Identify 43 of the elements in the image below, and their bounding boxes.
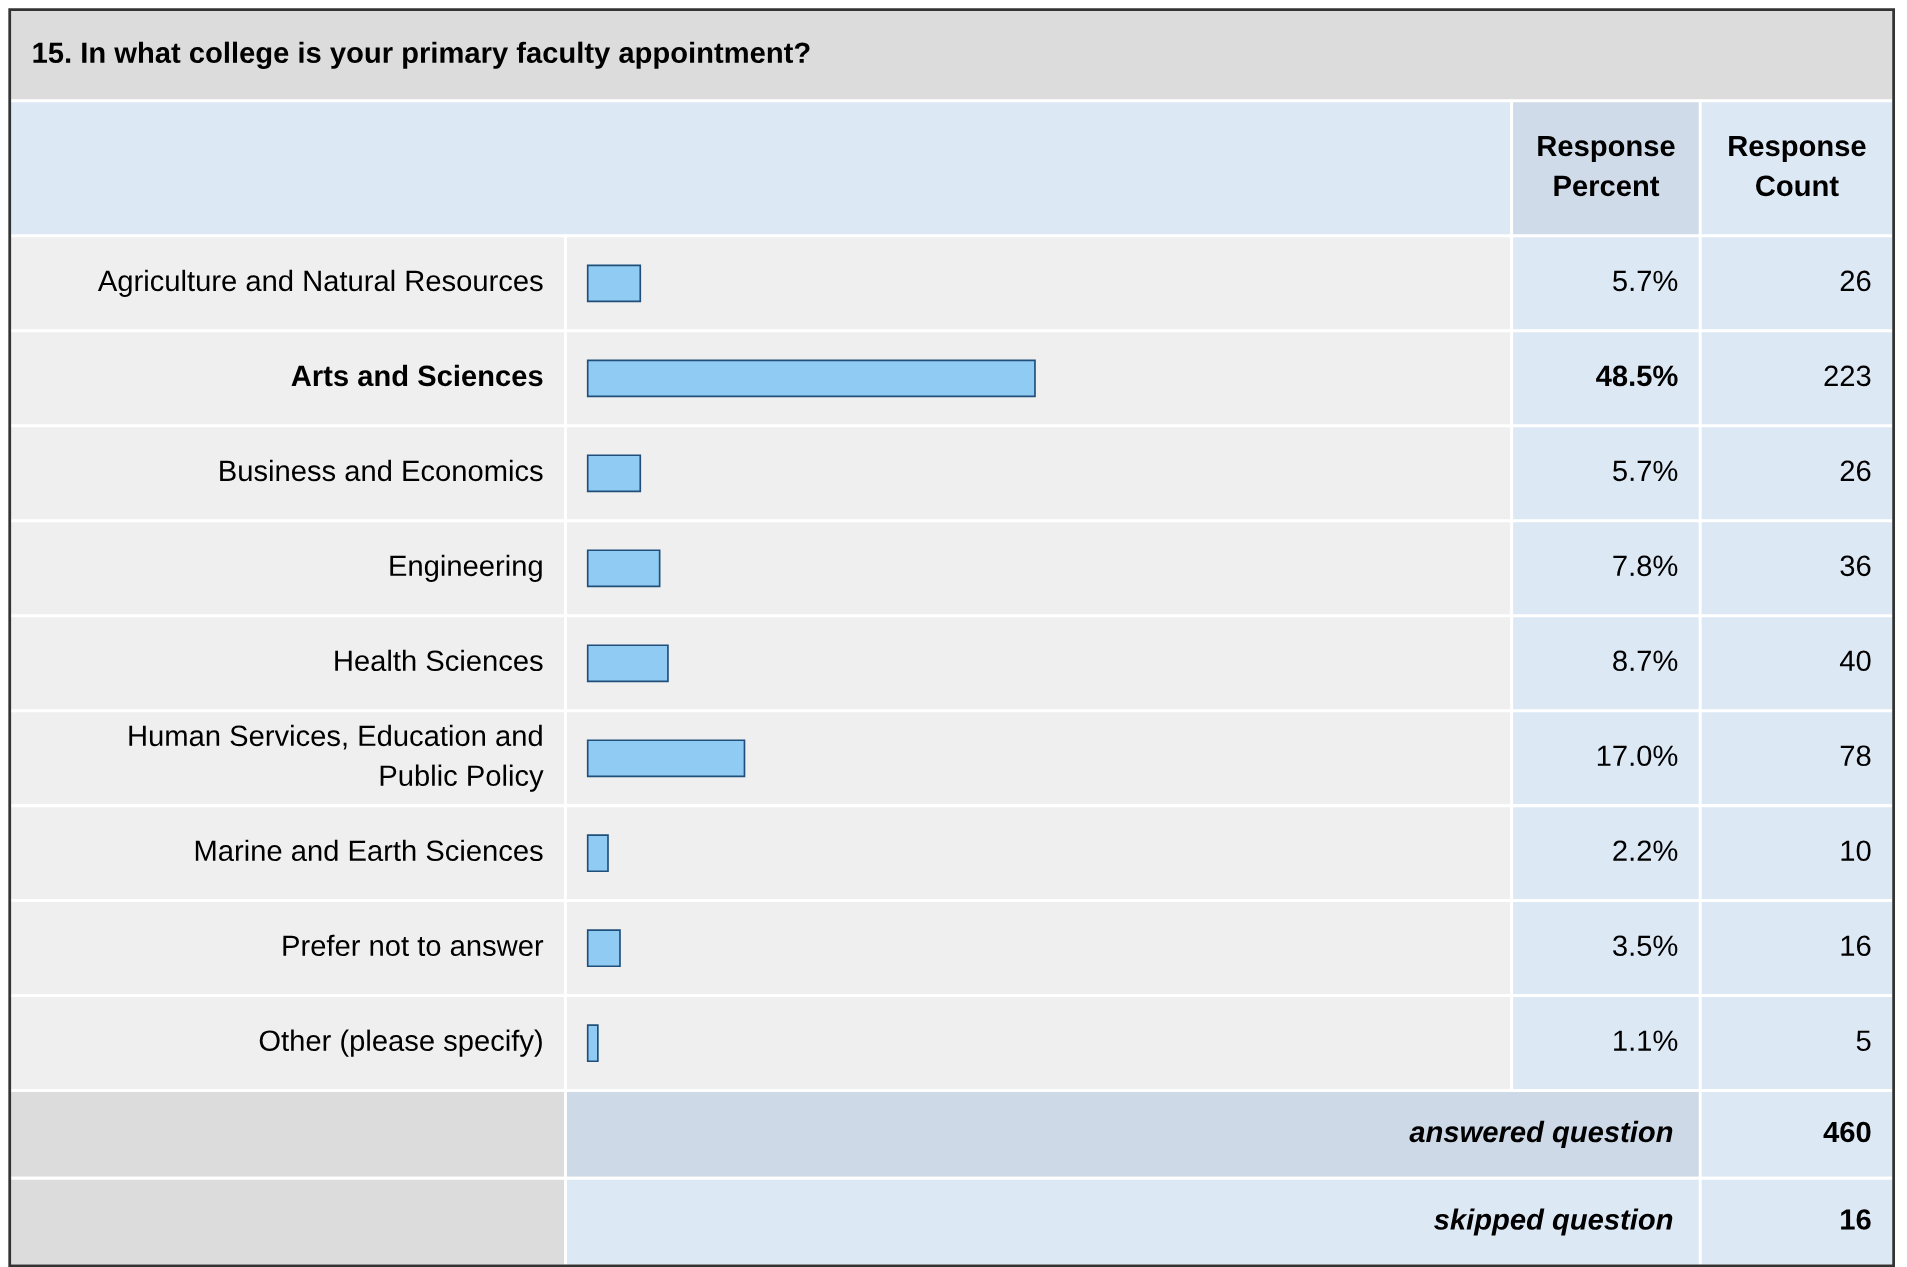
y-tick-label: Other (please specify) <box>259 1029 542 1057</box>
data-label: 2.2% <box>1613 840 1678 861</box>
text: 36 <box>1840 555 1871 577</box>
bar <box>586 264 642 303</box>
text: 16 <box>1841 935 1871 957</box>
data-label: 3.5% <box>1612 935 1678 957</box>
data-label: 48.5% <box>1596 365 1678 387</box>
bar <box>586 454 642 493</box>
data-label: 8.7% <box>1613 650 1678 672</box>
text: 223 <box>1824 365 1871 387</box>
bar <box>586 644 669 683</box>
y-tick-label: Business and Economics <box>220 459 543 482</box>
text: 16 <box>1841 1209 1871 1230</box>
chart-title: 15. In what college is your primary faculty appointment? <box>33 41 810 69</box>
bar <box>586 929 621 968</box>
y-tick-label: Engineering <box>390 554 542 582</box>
text: 78 <box>1840 745 1871 767</box>
text: 5 <box>1856 1030 1871 1052</box>
text: Response Percent <box>1538 135 1675 197</box>
text: 26 <box>1840 270 1871 292</box>
bar <box>586 1024 599 1063</box>
y-tick-label: Health Sciences <box>335 649 543 672</box>
data-label: 17.0% <box>1597 745 1678 767</box>
bar <box>586 359 1036 398</box>
data-label: 5.7% <box>1613 270 1678 292</box>
text: 26 <box>1840 460 1871 482</box>
text: answered question <box>1409 1120 1673 1149</box>
text: Response Count <box>1729 135 1866 197</box>
bar <box>586 549 661 588</box>
text: 10 <box>1841 840 1871 862</box>
data-label: 5.7% <box>1613 460 1678 482</box>
data-label: 1.1% <box>1614 1030 1678 1051</box>
y-tick-label: Human Services, Education and Public Policy <box>129 724 544 792</box>
bar <box>586 739 746 778</box>
text: skipped question <box>1434 1208 1673 1236</box>
y-tick-label: Agriculture and Natural Resources <box>97 269 543 297</box>
data-label: 7.8% <box>1613 555 1678 577</box>
y-tick-label: Prefer not to answer <box>283 934 544 957</box>
bar <box>586 834 609 873</box>
text: 40 <box>1839 650 1871 672</box>
y-tick-label: Arts and Sciences <box>291 364 543 387</box>
y-tick-label: Marine and Earth Sciences <box>195 839 543 862</box>
text: 460 <box>1823 1121 1871 1143</box>
